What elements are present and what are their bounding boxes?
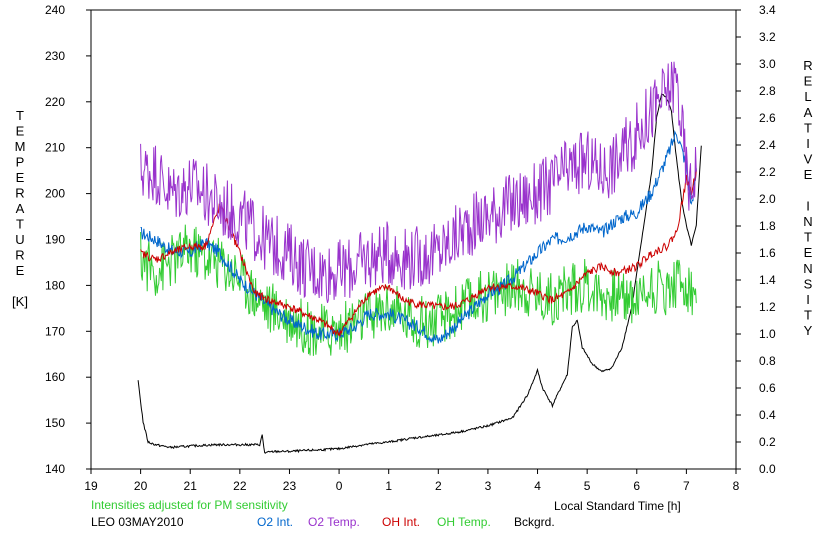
y-right-axis-title-char: I	[806, 292, 810, 307]
y-right-axis-title-char: S	[804, 276, 813, 291]
y-right-tick-label: 0.0	[759, 462, 776, 476]
y-right-axis-title-char: Y	[804, 323, 813, 338]
y-right-axis-title-char: N	[803, 214, 812, 229]
y-left-tick-label: 150	[45, 416, 65, 430]
y-right-tick-label: 3.2	[759, 30, 776, 44]
x-tick-label: 5	[584, 479, 591, 493]
x-tick-label: 8	[733, 479, 740, 493]
y-left-tick-label: 210	[45, 141, 65, 155]
y-right-axis-title-char: T	[804, 120, 812, 135]
y-left-axis-title-char: E	[16, 263, 25, 278]
y-right-tick-label: 1.0	[759, 327, 776, 341]
y-left-tick-label: 170	[45, 324, 65, 338]
y-left-tick-label: 230	[45, 49, 65, 63]
y-left-tick-label: 220	[45, 95, 65, 109]
y-right-axis-title-char: I	[806, 136, 810, 151]
y-right-axis-title-char: A	[804, 105, 813, 120]
y-left-axis-title-char: [K]	[12, 294, 28, 309]
x-tick-label: 7	[683, 479, 690, 493]
y-right-tick-label: 0.4	[759, 408, 776, 422]
y-left-tick-label: 180	[45, 278, 65, 292]
y-left-tick-label: 140	[45, 462, 65, 476]
y-right-tick-label: 3.4	[759, 3, 776, 17]
x-axis-label: Local Standard Time [h]	[554, 499, 681, 513]
y-right-tick-label: 2.2	[759, 165, 776, 179]
y-right-axis-title-char: T	[804, 308, 812, 323]
legend-entry: Bckgrd.	[514, 515, 555, 529]
y-right-axis-title-char: T	[804, 230, 812, 245]
plot-frame	[90, 9, 737, 470]
y-left-tick-label: 190	[45, 233, 65, 247]
x-tick-label: 23	[283, 479, 297, 493]
y-right-tick-label: 3.0	[759, 57, 776, 71]
y-right-tick-label: 1.4	[759, 273, 776, 287]
legend-entry: OH Int.	[382, 515, 420, 529]
y-left-tick-label: 240	[45, 3, 65, 17]
series-line-oh-temp	[140, 224, 697, 356]
x-tick-label: 1	[385, 479, 392, 493]
y-left-axis-title-char: R	[15, 248, 24, 263]
legend: O2 Int. O2 Temp. OH Int. OH Temp. Bckgrd.	[257, 515, 555, 529]
series-line-o2-temp	[140, 61, 697, 303]
y-right-tick-label: 0.2	[759, 435, 776, 449]
y-right-axis-title-char: E	[804, 245, 813, 260]
y-left-axis-title-char: T	[16, 217, 24, 232]
y-left-axis-title-char: P	[16, 155, 25, 170]
x-tick-label: 3	[485, 479, 492, 493]
y-left-axis-title-char: E	[16, 124, 25, 139]
y-left-tick-label: 160	[45, 370, 65, 384]
axis-layer: 19 20 21 22 23 0 1 2 3 4 5 6 7 8140150160170180190200…	[12, 3, 813, 493]
legend-entry: O2 Temp.	[308, 515, 360, 529]
y-right-tick-label: 1.2	[759, 300, 776, 314]
y-left-axis-title-char: T	[16, 108, 24, 123]
y-left-axis-title-char: E	[16, 170, 25, 185]
y-left-axis-title-char: U	[15, 232, 24, 247]
y-right-axis-title-char: V	[804, 152, 813, 167]
series-line-oh-int	[140, 169, 697, 337]
pm-sensitivity-note: Intensities adjusted for PM sensitivity	[91, 498, 288, 512]
x-tick-label: 6	[633, 479, 640, 493]
y-right-axis-title-char: L	[804, 89, 811, 104]
y-right-axis-title-char: N	[803, 261, 812, 276]
y-right-axis-title-char: R	[803, 58, 812, 73]
x-tick-label: 4	[534, 479, 541, 493]
x-tick-label: 20	[134, 479, 148, 493]
series-line-o2-int	[140, 129, 697, 344]
y-left-axis-title-char: A	[16, 201, 25, 216]
legend-entry: OH Temp.	[437, 515, 491, 529]
y-right-tick-label: 2.8	[759, 84, 776, 98]
x-tick-label: 2	[435, 479, 442, 493]
y-right-tick-label: 2.4	[759, 138, 776, 152]
y-right-tick-label: 2.0	[759, 192, 776, 206]
y-right-axis-title-char: I	[806, 198, 810, 213]
station-date-label: LEO 03MAY2010	[91, 515, 184, 529]
y-right-tick-label: 0.6	[759, 381, 776, 395]
x-tick-label: 19	[84, 479, 98, 493]
y-left-axis-title-char: R	[15, 186, 24, 201]
x-tick-label: 21	[184, 479, 198, 493]
x-tick-label: 22	[233, 479, 247, 493]
y-right-tick-label: 2.6	[759, 111, 776, 125]
y-right-axis-title-char: E	[804, 167, 813, 182]
y-right-tick-label: 1.8	[759, 219, 776, 233]
y-right-axis-title-char: E	[804, 74, 813, 89]
y-left-tick-label: 200	[45, 187, 65, 201]
y-left-axis-title-char: M	[15, 139, 26, 154]
y-right-tick-label: 0.8	[759, 354, 776, 368]
y-right-tick-label: 1.6	[759, 246, 776, 260]
legend-entry: O2 Int.	[257, 515, 293, 529]
x-tick-label: 0	[336, 479, 343, 493]
series-layer	[137, 61, 702, 454]
series-line-bckgrd	[137, 93, 702, 454]
